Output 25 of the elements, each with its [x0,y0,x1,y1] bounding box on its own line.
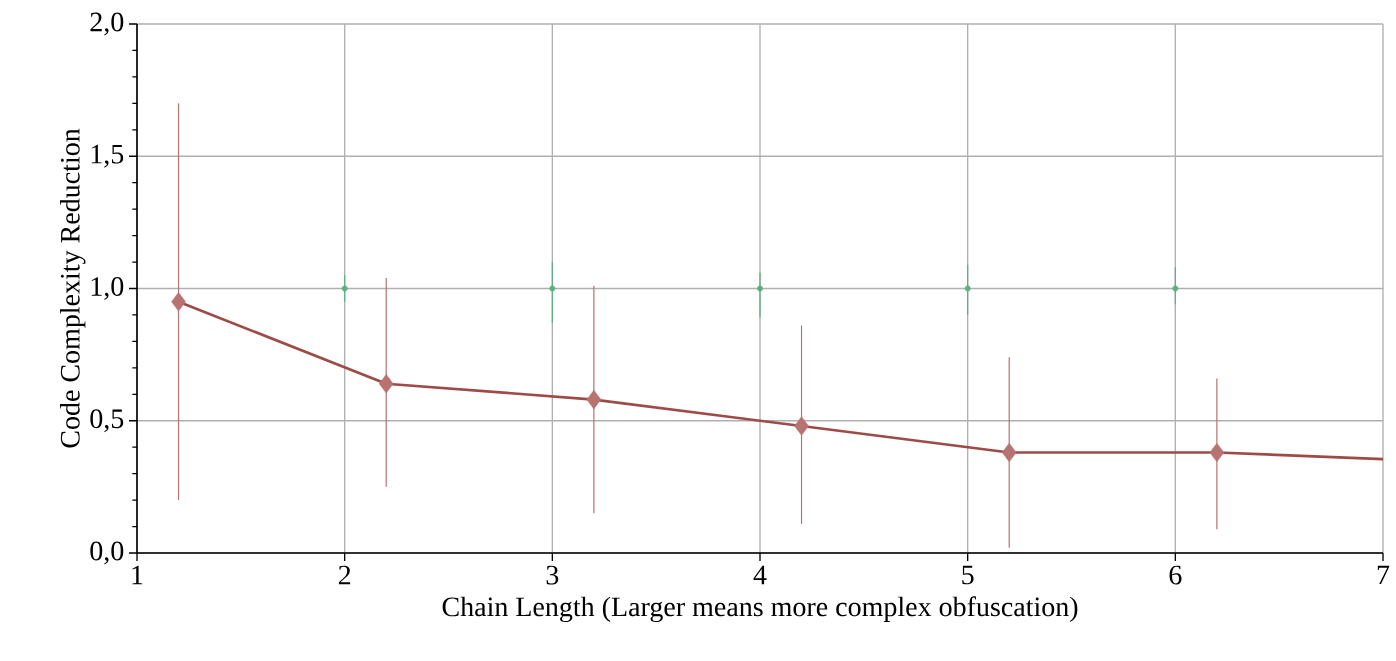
y-tick-label: 0,5 [90,409,124,433]
y-axis-title: Code Complexity Reduction [60,128,86,448]
x-tick-label: 2 [338,565,351,585]
point [378,374,394,394]
point [341,285,348,292]
point [794,416,809,436]
x-tick-label: 1 [132,565,143,585]
x-tick-label: 7 [1377,565,1390,585]
x-tick-label: 3 [546,565,559,585]
x-axis-title: Chain Length (Larger means more complex obfuscation) [442,596,1078,623]
x-tick-label: 6 [1169,565,1182,585]
point [549,285,556,292]
y-tick-label: 1,5 [91,144,124,168]
point [964,285,971,292]
point [1001,442,1017,463]
y-tick-label: 2,0 [90,12,124,36]
point [1172,285,1179,292]
x-tick-label: 5 [962,565,974,585]
point [586,389,602,410]
point [757,285,763,292]
point [1209,442,1225,463]
y-tick-label: 0,0 [90,541,124,565]
point [171,292,186,312]
x-tick-label: 4 [753,565,767,585]
y-tick-label: 1,0 [91,277,124,300]
